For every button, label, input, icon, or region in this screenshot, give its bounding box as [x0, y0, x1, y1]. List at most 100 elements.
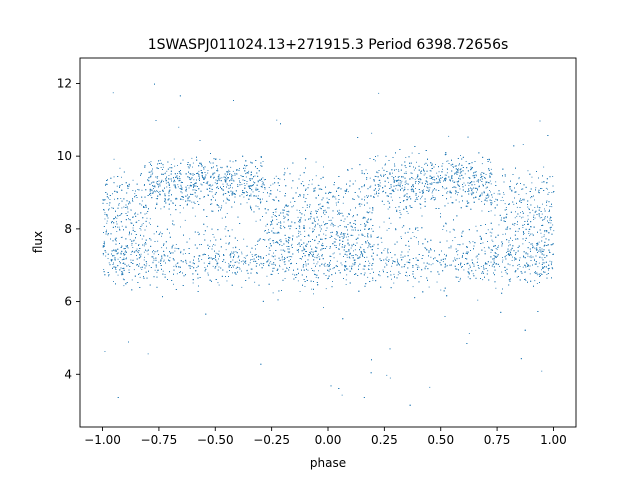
- data-point: [405, 171, 407, 173]
- data-point: [483, 267, 485, 269]
- data-point: [383, 221, 385, 223]
- data-point: [411, 152, 413, 154]
- data-point: [487, 197, 489, 198]
- data-point: [121, 225, 123, 227]
- data-point: [262, 177, 264, 179]
- data-point: [472, 175, 474, 177]
- data-point: [351, 226, 353, 228]
- data-point: [357, 195, 359, 197]
- data-point: [410, 206, 412, 208]
- data-point: [189, 178, 191, 180]
- data-point: [130, 209, 132, 211]
- data-point: [454, 172, 456, 174]
- data-point: [338, 248, 339, 250]
- data-point: [467, 205, 469, 207]
- data-point: [216, 260, 218, 262]
- data-point: [245, 176, 247, 178]
- data-point: [312, 179, 313, 181]
- data-point: [121, 176, 122, 178]
- data-point: [472, 262, 474, 264]
- data-point: [108, 208, 110, 210]
- data-point: [176, 273, 178, 275]
- data-point: [466, 251, 468, 253]
- data-point: [322, 242, 324, 244]
- data-point: [487, 195, 488, 196]
- data-point: [382, 191, 383, 193]
- data-point: [274, 258, 276, 260]
- data-point: [216, 170, 217, 172]
- data-point: [457, 254, 459, 256]
- data-point: [549, 217, 551, 219]
- data-point: [522, 227, 524, 228]
- data-point: [470, 166, 472, 168]
- data-point: [150, 194, 152, 196]
- data-point: [444, 174, 446, 176]
- data-point: [470, 192, 472, 194]
- data-point: [503, 193, 505, 195]
- data-point: [140, 267, 142, 269]
- data-point: [490, 168, 492, 170]
- data-point: [311, 268, 313, 269]
- data-point: [132, 190, 134, 191]
- data-point: [330, 256, 332, 257]
- data-point: [326, 246, 328, 248]
- data-point: [532, 209, 534, 211]
- data-point: [495, 181, 497, 183]
- data-point: [156, 167, 158, 168]
- data-point: [498, 224, 500, 226]
- data-point: [115, 268, 116, 270]
- data-point: [533, 219, 535, 220]
- data-point: [150, 171, 152, 173]
- data-point: [504, 203, 506, 205]
- data-point: [299, 221, 301, 223]
- data-point: [312, 228, 314, 230]
- data-point: [103, 242, 105, 244]
- data-point: [489, 231, 491, 233]
- data-point: [378, 92, 380, 94]
- data-point: [241, 175, 243, 177]
- data-point: [531, 176, 533, 178]
- data-point: [219, 158, 221, 160]
- data-point: [249, 185, 251, 187]
- data-point: [536, 263, 537, 265]
- data-point: [401, 180, 403, 182]
- data-point: [138, 244, 140, 246]
- data-point: [454, 265, 456, 267]
- data-point: [518, 177, 520, 179]
- data-point: [417, 230, 419, 231]
- data-point: [489, 175, 490, 177]
- data-point: [517, 182, 518, 184]
- data-point: [262, 181, 264, 183]
- data-point: [207, 272, 209, 274]
- data-point: [131, 244, 133, 246]
- data-point: [299, 210, 300, 211]
- data-point: [518, 178, 520, 180]
- data-point: [153, 258, 155, 260]
- data-point: [419, 203, 421, 205]
- data-point: [304, 214, 305, 216]
- data-point: [495, 287, 497, 289]
- data-point: [338, 211, 340, 213]
- data-point: [311, 288, 313, 290]
- data-point: [442, 168, 443, 170]
- data-point: [495, 248, 497, 249]
- data-point: [128, 234, 130, 236]
- data-point: [226, 280, 228, 282]
- data-point: [381, 175, 382, 177]
- data-point: [223, 193, 225, 195]
- data-point: [393, 179, 395, 181]
- data-point: [454, 165, 456, 167]
- data-point: [260, 262, 262, 264]
- data-point: [180, 188, 182, 190]
- data-point: [192, 193, 194, 195]
- data-point: [445, 174, 447, 176]
- data-point: [513, 203, 515, 205]
- data-point: [354, 262, 356, 263]
- data-point: [180, 184, 182, 186]
- data-point: [468, 268, 470, 270]
- data-point: [292, 238, 293, 239]
- data-point: [245, 263, 247, 264]
- data-point: [122, 272, 124, 274]
- data-point: [137, 189, 139, 190]
